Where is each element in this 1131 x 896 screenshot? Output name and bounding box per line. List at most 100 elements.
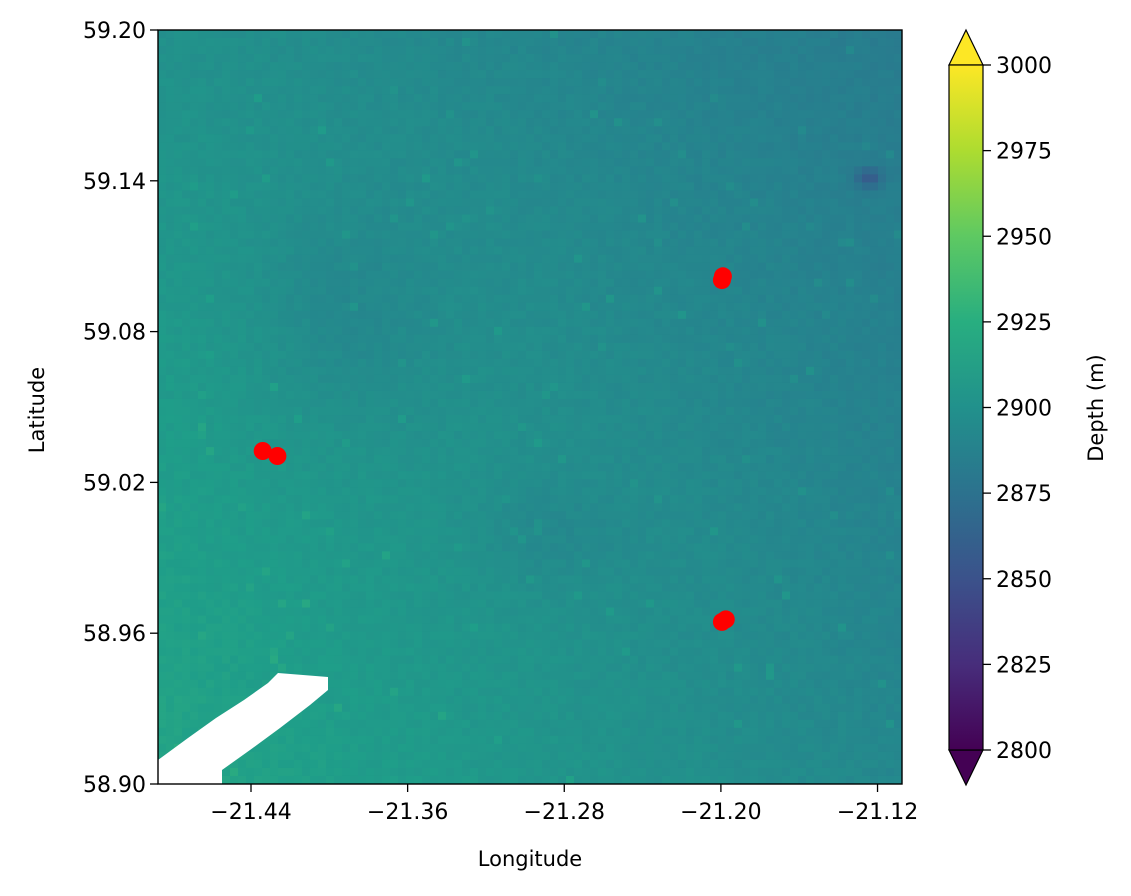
heatmap-cell: [486, 62, 495, 71]
heatmap-cell: [390, 158, 399, 167]
heatmap-cell: [382, 407, 391, 416]
heatmap-cell: [398, 263, 407, 272]
heatmap-cell: [454, 688, 463, 697]
heatmap-cell: [278, 608, 287, 617]
heatmap-cell: [174, 70, 183, 79]
heatmap-cell: [430, 94, 439, 103]
heatmap-cell: [182, 487, 191, 496]
heatmap-cell: [510, 102, 519, 111]
heatmap-cell: [206, 551, 215, 560]
heatmap-cell: [310, 407, 319, 416]
heatmap-cell: [166, 166, 175, 175]
heatmap-cell: [438, 583, 447, 592]
heatmap-cell: [334, 535, 343, 544]
heatmap-cell: [246, 319, 255, 328]
heatmap-cell: [422, 399, 431, 408]
heatmap-cell: [422, 407, 431, 416]
heatmap-cell: [350, 287, 359, 296]
heatmap-cell: [438, 664, 447, 673]
heatmap-cell: [302, 343, 311, 352]
heatmap-cell: [518, 527, 527, 536]
heatmap-cell: [366, 223, 375, 232]
heatmap-cell: [510, 519, 519, 528]
heatmap-cell: [470, 70, 479, 79]
heatmap-cell: [238, 423, 247, 432]
heatmap-cell: [206, 263, 215, 272]
heatmap-cell: [166, 479, 175, 488]
heatmap-cell: [534, 231, 543, 240]
heatmap-cell: [382, 415, 391, 424]
heatmap-cell: [502, 752, 511, 761]
heatmap-cell: [438, 487, 447, 496]
heatmap-cell: [286, 54, 295, 63]
heatmap-cell: [358, 455, 367, 464]
heatmap-cell: [550, 335, 559, 344]
heatmap-cell: [158, 527, 167, 536]
heatmap-cell: [334, 287, 343, 296]
heatmap-cell: [478, 447, 487, 456]
heatmap-cell: [518, 447, 527, 456]
heatmap-cell: [358, 680, 367, 689]
heatmap-cell: [190, 62, 199, 71]
heatmap-cell: [542, 624, 551, 633]
heatmap-cell: [246, 656, 255, 665]
heatmap-cell: [454, 744, 463, 753]
heatmap-cell: [478, 319, 487, 328]
heatmap-cell: [326, 263, 335, 272]
heatmap-cell: [470, 640, 479, 649]
heatmap-cell: [534, 591, 543, 600]
heatmap-cell: [574, 696, 583, 705]
heatmap-cell: [174, 46, 183, 55]
heatmap-cell: [286, 455, 295, 464]
heatmap-cell: [318, 231, 327, 240]
heatmap-cell: [190, 126, 199, 135]
heatmap-cell: [302, 223, 311, 232]
heatmap-cell: [542, 94, 551, 103]
heatmap-cell: [510, 287, 519, 296]
heatmap-cell: [182, 591, 191, 600]
heatmap-cell: [262, 431, 271, 440]
heatmap-cell: [342, 511, 351, 520]
heatmap-cell: [278, 158, 287, 167]
heatmap-cell: [478, 158, 487, 167]
heatmap-cell: [398, 752, 407, 761]
heatmap-cell: [478, 431, 487, 440]
heatmap-cell: [374, 239, 383, 248]
heatmap-cell: [422, 455, 431, 464]
heatmap-cell: [254, 166, 263, 175]
heatmap-cell: [390, 583, 399, 592]
heatmap-cell: [518, 616, 527, 625]
heatmap-cell: [318, 94, 327, 103]
heatmap-cell: [414, 126, 423, 135]
heatmap-cell: [270, 511, 279, 520]
heatmap-cell: [158, 383, 167, 392]
heatmap-cell: [566, 327, 575, 336]
heatmap-cell: [158, 728, 167, 737]
heatmap-cell: [558, 632, 567, 641]
heatmap-cell: [550, 383, 559, 392]
heatmap-cell: [230, 600, 239, 609]
heatmap-cell: [510, 567, 519, 576]
heatmap-cell: [566, 736, 575, 745]
heatmap-cell: [494, 559, 503, 568]
heatmap-cell: [206, 391, 215, 400]
heatmap-cell: [414, 495, 423, 504]
heatmap-cell: [470, 535, 479, 544]
heatmap-cell: [214, 126, 223, 135]
heatmap-cell: [270, 134, 279, 143]
heatmap-cell: [190, 287, 199, 296]
heatmap-cell: [214, 487, 223, 496]
heatmap-cell: [382, 535, 391, 544]
heatmap-cell: [502, 367, 511, 376]
heatmap-cell: [342, 648, 351, 657]
heatmap-cell: [206, 239, 215, 248]
heatmap-cell: [558, 728, 567, 737]
heatmap-cell: [446, 287, 455, 296]
heatmap-cell: [470, 391, 479, 400]
heatmap-cell: [510, 527, 519, 536]
heatmap-cell: [302, 70, 311, 79]
heatmap-cell: [278, 616, 287, 625]
heatmap-cell: [206, 696, 215, 705]
heatmap-cell: [430, 575, 439, 584]
heatmap-cell: [374, 46, 383, 55]
